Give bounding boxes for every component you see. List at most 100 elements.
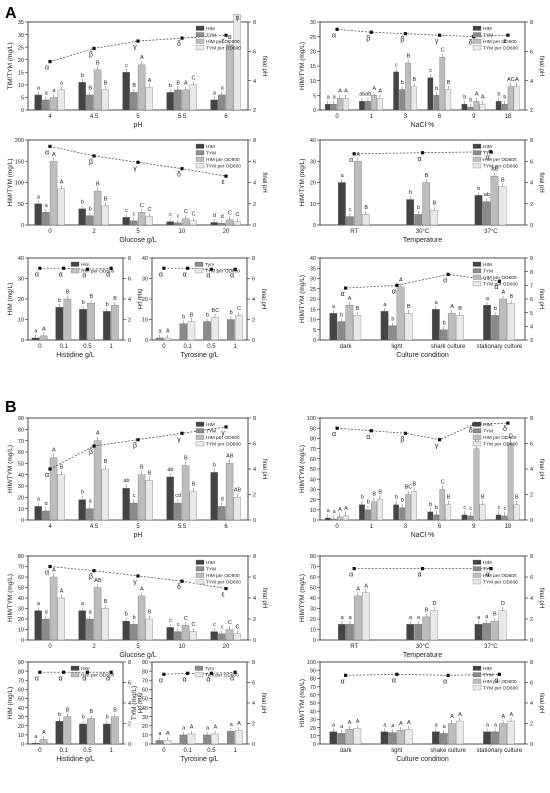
bar-label: c — [504, 506, 507, 512]
x-tick-label: 6 — [438, 524, 442, 530]
y-tick-label: 20 — [310, 617, 316, 623]
y2-tick-label: 6 — [128, 277, 131, 283]
x-tick-label: 37°C — [484, 229, 498, 235]
y2-tick-label: 0 — [530, 638, 533, 644]
bar-label: BC — [212, 308, 220, 314]
y2-tick-label: 8 — [530, 660, 533, 666]
bar-label: C — [148, 207, 152, 213]
ph-point — [506, 33, 510, 37]
bar-label: a — [391, 723, 395, 729]
legend-swatch — [195, 421, 205, 427]
bar-label: A — [481, 95, 485, 101]
ph-point — [162, 672, 166, 676]
y-tick-label: 20 — [310, 297, 316, 303]
bar-label: ab — [484, 192, 490, 198]
bar-label: B — [433, 201, 437, 207]
bar-label: a — [89, 610, 93, 616]
bar-label: ab — [123, 478, 129, 484]
bar-label: A — [140, 587, 144, 593]
y-tick-label: 30 — [18, 277, 24, 283]
bar — [507, 302, 515, 341]
y-tick-label: 40 — [310, 709, 316, 715]
legend-label: HIM per OD600 — [206, 573, 240, 579]
y2-tick-label: 8 — [530, 20, 533, 26]
y2-tick-label: 8 — [128, 256, 131, 262]
bar-label: A — [502, 290, 506, 296]
bar-label: b — [81, 490, 84, 496]
bar — [101, 89, 109, 111]
bar-label: a — [485, 614, 489, 620]
ph-label: α — [183, 271, 187, 278]
y-tick-label: 40 — [18, 256, 24, 262]
legend-label: Him per OD600 — [81, 269, 115, 275]
legend-label: TYM per OD600 — [206, 580, 241, 586]
bar-label: B — [407, 304, 411, 310]
bar-label: a — [349, 615, 353, 621]
ph-label: γ — [133, 165, 137, 172]
ph-point — [352, 567, 356, 571]
y-tick-label: 50 — [142, 697, 148, 703]
x-tick-label: 30°C — [416, 644, 430, 650]
bar-label: BC — [405, 484, 413, 490]
ph-point — [92, 46, 96, 50]
bar — [342, 98, 349, 111]
bar — [433, 514, 440, 521]
bar-label: a — [332, 304, 336, 310]
y2-axis-label: final pH — [261, 459, 267, 479]
bar — [336, 98, 343, 111]
y-tick-label: 20 — [18, 496, 24, 502]
ph-point — [48, 564, 52, 569]
bar — [145, 216, 153, 226]
bar — [181, 218, 190, 226]
y-tick-label: 0 — [313, 338, 316, 344]
ph-point — [136, 160, 140, 164]
y-tick-label: 90 — [18, 660, 24, 666]
bar-label: A — [458, 712, 462, 718]
bar — [174, 89, 182, 111]
y-tick-label: 70 — [18, 439, 24, 445]
y-tick-label: 10 — [142, 733, 148, 739]
legend-label: HIM per OD600 — [483, 435, 517, 441]
bar — [145, 618, 153, 641]
y-tick-label: 200 — [15, 138, 24, 144]
x-axis-label: Histidine g/L — [56, 756, 95, 763]
bar — [324, 517, 331, 521]
legend-label: TYM — [483, 673, 493, 679]
y2-tick-label: 0 — [252, 742, 255, 748]
bar-label: c — [395, 62, 398, 68]
bar — [101, 468, 109, 521]
y2-tick-label: 2 — [253, 617, 256, 623]
bar-label: B — [66, 707, 70, 713]
y-tick-label: 30 — [18, 607, 24, 613]
ph-label: α — [45, 472, 49, 479]
bar — [218, 633, 226, 641]
y-tick-label: 40 — [310, 256, 316, 262]
bar-label: B — [458, 306, 462, 312]
bar — [189, 84, 197, 111]
bar — [337, 733, 346, 745]
x-tick-label: 1 — [109, 344, 113, 350]
x-axis-label: NaCl % — [411, 122, 435, 129]
bar — [63, 298, 72, 341]
bar-label: a — [182, 726, 186, 732]
bar-label: A — [502, 714, 506, 720]
bar — [31, 337, 40, 341]
legend-label: Him per OD600 — [81, 673, 115, 679]
y2-axis-label: final pH — [538, 459, 544, 479]
y2-tick-label: 6 — [253, 50, 256, 56]
bar-label: A — [214, 725, 218, 731]
bar — [86, 618, 94, 641]
bar-label: d — [221, 496, 224, 502]
legend-swatch — [195, 572, 205, 578]
ph-label: α — [392, 288, 396, 295]
bar-label: A — [166, 731, 170, 737]
legend-swatch — [472, 261, 482, 267]
legend-swatch — [195, 150, 205, 156]
bar-label: B — [407, 54, 411, 60]
y-tick-label: 80 — [18, 669, 24, 675]
x-tick-label: 2 — [92, 229, 96, 235]
x-axis-label: Culture condition — [396, 756, 449, 763]
bar-label: b — [82, 715, 85, 721]
